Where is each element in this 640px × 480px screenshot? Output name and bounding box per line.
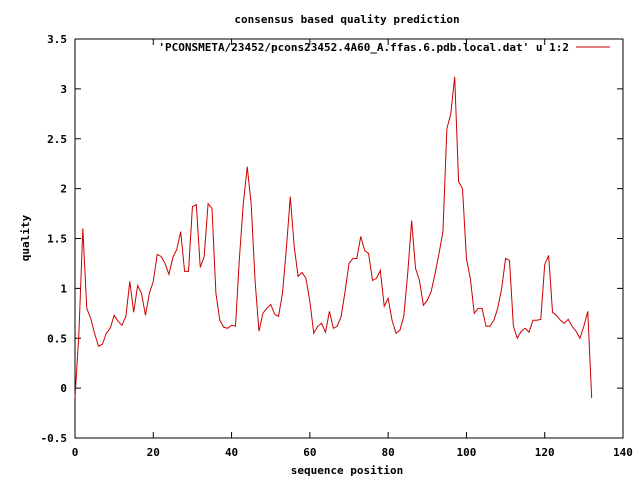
x-axis-label: sequence position (291, 464, 404, 477)
plot-frame (74, 38, 624, 439)
x-tick-label: 140 (613, 446, 633, 459)
x-tick-label: 120 (535, 446, 555, 459)
y-tick-label: 2.5 (47, 133, 67, 146)
x-tick-label: 60 (303, 446, 316, 459)
y-tick-label: 2 (60, 183, 67, 196)
y-axis: -0.5 0 0.5 1 1.5 2 2.5 3 3.5 (41, 33, 623, 445)
y-tick-label: 1 (60, 282, 67, 295)
legend-label: 'PCONSMETA/23452/pcons23452.4A60_A.ffas.… (158, 41, 569, 54)
x-axis: 0 20 40 60 80 100 120 140 (72, 39, 633, 459)
x-tick-label: 100 (456, 446, 476, 459)
y-axis-label: quality (19, 214, 32, 261)
chart-title: consensus based quality prediction (234, 13, 459, 26)
y-tick-label: 0 (60, 382, 67, 395)
legend: 'PCONSMETA/23452/pcons23452.4A60_A.ffas.… (158, 41, 610, 54)
y-tick-label: 3 (60, 83, 67, 96)
x-tick-label: 40 (225, 446, 238, 459)
data-series-line (74, 76, 593, 399)
y-tick-label: -0.5 (41, 432, 68, 445)
y-tick-label: 3.5 (47, 33, 67, 46)
x-tick-label: 80 (382, 446, 395, 459)
y-tick-label: 1.5 (47, 233, 67, 246)
x-tick-label: 20 (147, 446, 160, 459)
x-tick-label: 0 (72, 446, 79, 459)
y-tick-label: 0.5 (47, 332, 67, 345)
